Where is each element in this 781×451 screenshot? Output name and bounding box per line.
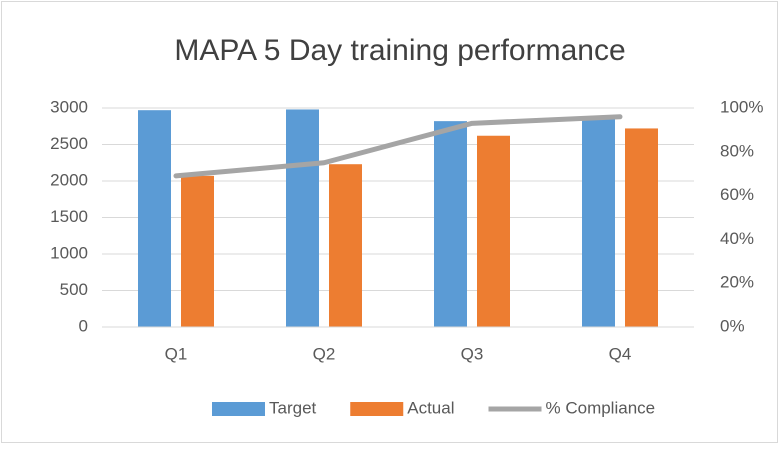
x-tick-label: Q2 <box>313 344 336 363</box>
y2-tick-label: 80% <box>720 141 754 160</box>
x-tick-label: Q3 <box>461 344 484 363</box>
y2-tick-label: 100% <box>720 97 763 116</box>
line <box>173 114 623 179</box>
bar <box>477 135 510 327</box>
y-tick-label: 500 <box>60 280 88 299</box>
y2-tick-label: 0% <box>720 316 745 335</box>
bar <box>625 128 658 327</box>
bar <box>434 121 467 327</box>
legend-label: Actual <box>407 398 454 417</box>
y2-tick-label: 40% <box>720 229 754 248</box>
y2-tick-label: 60% <box>720 185 754 204</box>
y-tick-label: 1500 <box>50 207 88 226</box>
legend-swatch <box>350 402 404 416</box>
y-tick-label: 3000 <box>50 97 88 116</box>
y-tick-label: 2500 <box>50 134 88 153</box>
chart-title: MAPA 5 Day training performance <box>174 34 625 67</box>
bar <box>582 118 615 327</box>
legend-label: % Compliance <box>546 398 656 417</box>
x-tick-label: Q4 <box>609 344 632 363</box>
bar <box>138 110 171 327</box>
chart-border <box>1 1 778 443</box>
y-tick-label: 0 <box>79 316 88 335</box>
x-tick-label: Q1 <box>165 344 188 363</box>
bar <box>181 175 214 327</box>
y-tick-label: 2000 <box>50 170 88 189</box>
bar <box>329 164 362 327</box>
y2-tick-label: 20% <box>720 273 754 292</box>
legend-swatch <box>212 402 265 416</box>
y-tick-label: 1000 <box>50 243 88 262</box>
bar <box>286 109 319 328</box>
legend-label: Target <box>269 398 317 417</box>
